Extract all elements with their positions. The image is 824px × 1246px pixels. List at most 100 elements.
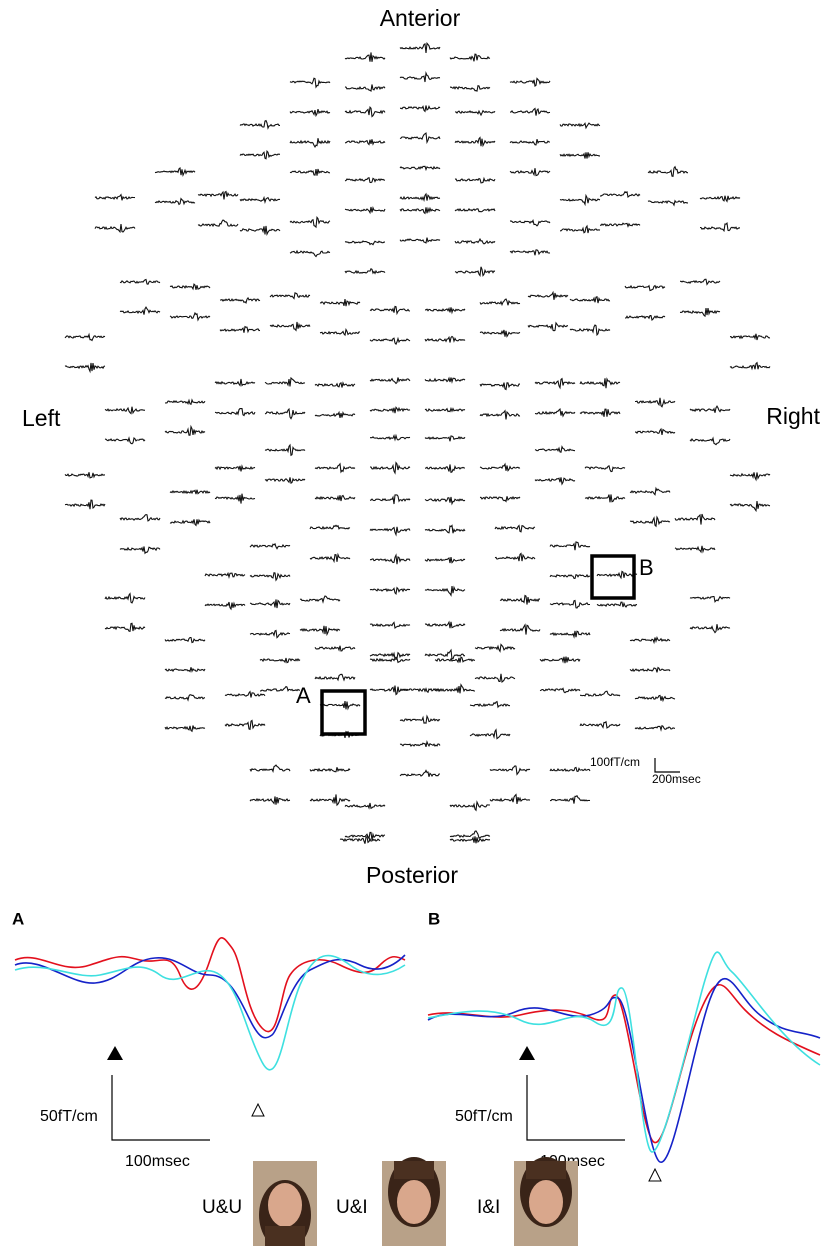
sensor-trace [585, 494, 625, 502]
sensor-trace [315, 383, 355, 388]
face-image [253, 1161, 317, 1246]
sensor-trace [310, 525, 350, 529]
sensor-trace [165, 427, 205, 436]
scale-bar [655, 758, 680, 772]
sensor-trace [250, 544, 290, 549]
sensor-trace [240, 151, 280, 159]
sensor-trace [635, 429, 675, 435]
sensor-trace [320, 701, 360, 709]
sensor-trace [510, 79, 550, 87]
sensor-trace [425, 622, 465, 628]
sensor-trace [425, 526, 465, 534]
sensor-trace [320, 330, 360, 336]
sensor-trace [65, 363, 105, 371]
sensor-trace [425, 464, 465, 472]
sensor-trace [490, 795, 530, 804]
sensor-trace [475, 674, 515, 682]
sensor-trace [370, 657, 410, 662]
wave-a-uu [15, 938, 405, 1032]
sensor-trace [345, 832, 385, 840]
sensor-trace [528, 323, 568, 331]
left-label: Left [22, 405, 61, 431]
sensor-trace [270, 293, 310, 299]
sensor-trace [400, 166, 440, 169]
sensor-trace [600, 192, 640, 197]
sensor-trace [690, 438, 730, 444]
sensor-trace [580, 378, 620, 388]
sensor-trace [300, 626, 340, 635]
right-label: Right [766, 403, 820, 429]
sensor-trace [597, 571, 637, 577]
sensor-trace [625, 286, 665, 291]
sensor-trace [535, 477, 575, 484]
sensor-trace [345, 178, 385, 183]
sensor-trace [560, 226, 600, 233]
sensor-trace [165, 726, 205, 732]
sensor-trace [425, 307, 465, 312]
sensor-trace [345, 241, 385, 245]
sensor-trace [570, 297, 610, 303]
sensor-trace [95, 195, 135, 201]
sensor-trace [400, 194, 440, 201]
legend-label: U&U [202, 1197, 242, 1218]
sensor-trace [165, 638, 205, 643]
sensor-trace [400, 133, 440, 142]
sensor-trace [400, 238, 440, 243]
sensor-trace [500, 596, 540, 605]
sensor-trace [225, 721, 265, 730]
sensor-trace [635, 398, 675, 407]
scale-amplitude: 100fT/cm [590, 755, 640, 769]
sensor-trace [560, 123, 600, 128]
sensor-trace [630, 517, 670, 526]
highlight-box-a [322, 691, 365, 734]
sensor-trace [455, 138, 495, 147]
sensor-trace [730, 334, 770, 340]
sensor-trace [400, 43, 440, 53]
sensor-trace [290, 78, 330, 87]
peak-marker [252, 1104, 264, 1116]
sensor-trace [345, 207, 385, 213]
sensor-trace [455, 111, 495, 115]
sensor-trace [435, 685, 475, 694]
sensor-trace [220, 327, 260, 333]
panel-label: B [428, 909, 440, 928]
sensor-trace [570, 325, 610, 335]
sensor-trace [540, 688, 580, 692]
onset-marker [519, 1046, 535, 1060]
sensor-trace [480, 330, 520, 337]
sensor-trace [550, 542, 590, 550]
sensor-trace [370, 436, 410, 440]
sensor-trace [65, 472, 105, 478]
sensor-trace [265, 477, 305, 483]
sensor-trace [198, 192, 238, 200]
sensor-trace [510, 109, 550, 116]
panel-label: A [12, 909, 24, 928]
sensor-traces [65, 43, 770, 843]
sensor-trace [510, 250, 550, 255]
sensor-trace [450, 54, 490, 61]
sensor-trace [635, 726, 675, 730]
sensor-trace [510, 139, 550, 145]
sensor-trace [690, 597, 730, 602]
sensor-trace [120, 547, 160, 554]
sensor-trace [345, 139, 385, 144]
scale-bar [527, 1075, 625, 1140]
amplitude-label: 50fT/cm [455, 1108, 513, 1125]
sensor-trace [250, 765, 290, 771]
sensor-trace [120, 280, 160, 285]
sensor-trace [345, 52, 385, 61]
sensor-trace [455, 239, 495, 244]
sensor-trace [535, 447, 575, 453]
sensor-trace [290, 251, 330, 257]
sensor-trace [730, 363, 770, 370]
figure: Anterior Posterior Left Right A B 100fT/… [0, 0, 824, 1246]
amplitude-label: 50fT/cm [40, 1108, 98, 1125]
sensor-trace [455, 209, 495, 212]
sensor-trace [240, 198, 280, 202]
sensor-trace [65, 335, 105, 341]
sensor-trace [730, 472, 770, 479]
sensor-trace [630, 668, 670, 673]
highlight-label-b: B [639, 555, 654, 580]
sensor-trace [170, 519, 210, 525]
sensor-trace [250, 797, 290, 805]
